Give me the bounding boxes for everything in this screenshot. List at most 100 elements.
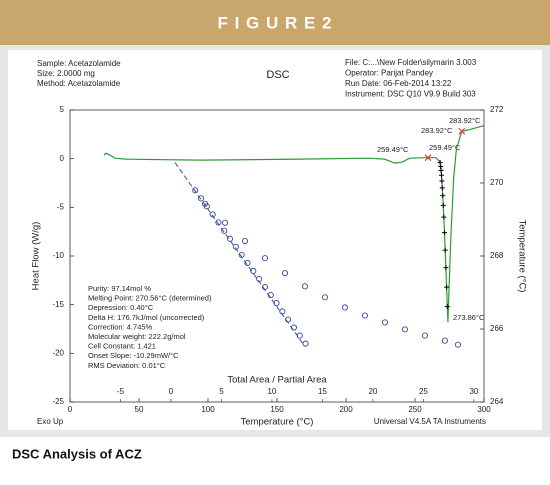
y2-tick-label: 268 (490, 251, 504, 260)
x-tick-label: 100 (201, 405, 215, 414)
info-line: Delta H: 176.7kJ/mol (uncorrected) (88, 313, 205, 322)
point (281, 270, 289, 277)
x2-tick-label: 0 (169, 387, 174, 396)
point (440, 202, 446, 208)
header-right: Run Date: 06-Feb-2014 13:22 (345, 79, 452, 88)
y2-axis-title: Temperature (°C) (516, 220, 527, 293)
point (221, 219, 229, 226)
point (444, 304, 450, 310)
point (438, 167, 444, 173)
y-tick-label: -25 (52, 397, 64, 406)
caption: DSC Analysis of ACZ (12, 446, 142, 461)
point (241, 237, 249, 245)
x2-tick-label: 5 (219, 387, 224, 396)
point (454, 341, 461, 348)
point (439, 178, 445, 184)
point (341, 304, 349, 311)
point (321, 294, 329, 301)
point (209, 211, 216, 218)
x2-tick-label: 10 (267, 387, 276, 396)
chart-background (8, 50, 542, 430)
point (261, 255, 269, 262)
header-right: Operator: Parijat Pandey (345, 69, 433, 78)
point (442, 247, 448, 253)
point (440, 193, 446, 199)
y-tick-label: -15 (52, 300, 64, 309)
point (424, 154, 432, 162)
header-right: File: C:...\New Folder\silymarin 3.003 (345, 58, 477, 67)
series-line (103, 124, 485, 323)
point (444, 284, 450, 290)
point (226, 235, 234, 242)
point (250, 267, 257, 275)
point (458, 128, 466, 135)
point (361, 312, 368, 319)
header-left: Method: Acetazolamide (37, 79, 121, 88)
point (401, 326, 408, 333)
point (215, 219, 222, 226)
x2-tick-label: 15 (318, 387, 327, 396)
y-axis-title: Heat Flow (W/g) (31, 222, 42, 291)
point (421, 332, 428, 339)
x-tick-label: 250 (408, 405, 422, 414)
info-line: Molecular weight: 222.2g/mol (88, 332, 186, 341)
point (438, 172, 444, 178)
header-left: Size: 2.0000 mg (37, 69, 95, 78)
y2-tick-label: 264 (490, 397, 504, 406)
figure-label: F I G U R E 2 (217, 13, 332, 32)
x-tick-label: 300 (477, 405, 491, 414)
point (301, 283, 309, 290)
banner (0, 0, 550, 45)
info-line: Correction: 4.745% (88, 322, 153, 331)
y2-tick-label: 270 (490, 178, 504, 187)
x2-tick-label: -5 (117, 387, 125, 396)
x-tick-label: 200 (339, 405, 353, 414)
annotation: 283.92°C (449, 116, 481, 125)
x-tick-label: 0 (68, 405, 73, 414)
point (437, 160, 443, 166)
header-left: Sample: Acetazolamide (37, 59, 121, 68)
y-tick-label: -10 (52, 251, 64, 260)
point (381, 319, 388, 326)
x-tick-label: 150 (270, 405, 284, 414)
annotation: 259.49°C (429, 143, 461, 152)
annotation: 259.49°C (377, 145, 409, 154)
point (441, 337, 448, 344)
info-line: Depression: 0.40°C (88, 303, 154, 312)
point (244, 259, 251, 266)
annotation: 273.86°C (453, 313, 485, 322)
info-line: Purity: 97.14mol % (88, 284, 151, 293)
y-tick-label: -20 (52, 348, 64, 357)
point (201, 200, 209, 207)
header-right: Instrument: DSC Q10 V9.9 Build 303 (345, 90, 476, 99)
point (443, 265, 449, 271)
x2-tick-label: 25 (419, 387, 428, 396)
x2-axis-title: Total Area / Partial Area (227, 375, 327, 386)
y2-tick-label: 272 (490, 105, 504, 114)
info-line: Onset Slope: -10.29mW/°C (88, 351, 179, 360)
info-line: Cell Constant: 1.421 (88, 342, 156, 351)
footer-right: Universal V4.5A TA Instruments (374, 417, 486, 426)
point (192, 187, 199, 194)
y-tick-label: -5 (57, 202, 65, 211)
point (302, 340, 309, 347)
chart-title: DSC (266, 69, 289, 81)
x-tick-label: 50 (135, 405, 144, 414)
x-axis-title: Temperature (°C) (241, 417, 314, 428)
annotation: 283.92°C (421, 126, 453, 135)
x2-tick-label: 30 (469, 387, 478, 396)
y-tick-label: 5 (60, 105, 65, 114)
series-line (174, 162, 306, 347)
point (439, 185, 445, 191)
point (442, 230, 448, 236)
y-tick-label: 0 (60, 154, 65, 163)
y2-tick-label: 266 (490, 324, 504, 333)
point (441, 214, 447, 220)
point (221, 227, 228, 234)
point (198, 195, 205, 202)
info-line: Melting Point: 270.56°C (determined) (88, 294, 212, 303)
footer-left: Exo Up (37, 417, 64, 426)
x2-tick-label: 20 (368, 387, 377, 396)
info-line: RMS Deviation: 0.01°C (88, 361, 166, 370)
